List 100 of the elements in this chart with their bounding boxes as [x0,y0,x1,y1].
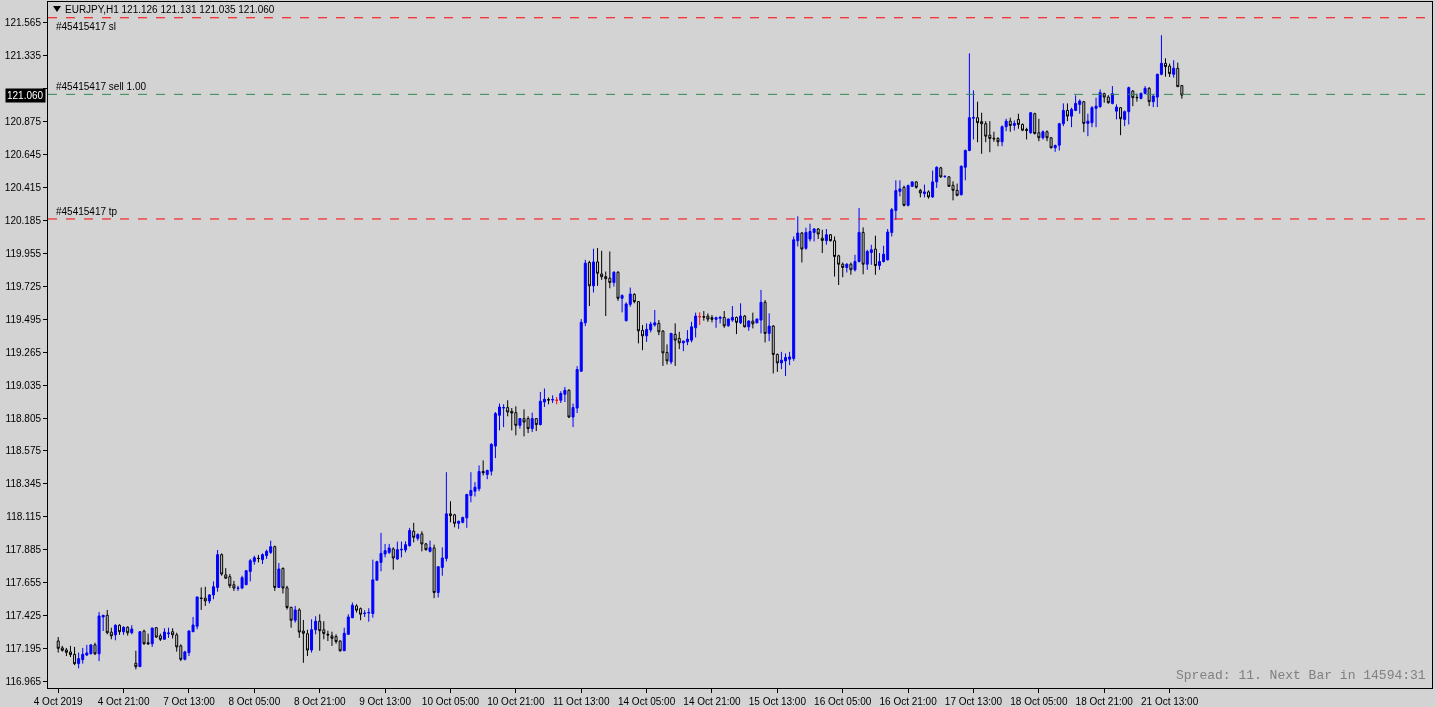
y-tick-label: 118.115 [6,511,42,523]
x-tick-label: 8 Oct 21:00 [293,696,347,707]
candlestick [620,293,624,313]
candlestick [771,324,775,374]
candlestick [420,530,424,552]
candlestick [134,650,138,670]
candlestick [1012,119,1016,131]
candlestick [273,545,277,592]
candlestick [591,248,595,294]
candlestick [955,183,959,197]
candlestick [849,262,853,276]
candlestick [730,305,734,323]
x-tick-label: 4 Oct 21:00 [97,696,150,707]
y-tick-label: 119.265 [5,346,42,358]
x-tick-label: 14 Oct 05:00 [617,696,676,707]
candlestick [759,289,763,334]
candlestick [89,643,93,655]
candlestick [710,314,714,323]
candlestick [81,647,85,665]
annotation: Spread: 11. Next Bar in 14594:31 [1176,668,1426,683]
candlestick [734,316,738,335]
candlestick [408,527,412,548]
candlestick [943,175,947,179]
ref-line-label: #45415417 tp [56,206,118,217]
candlestick [763,299,767,343]
candlestick [203,586,207,607]
candlestick [1078,98,1082,115]
y-tick-label: 120.185 [4,214,42,226]
candlestick [645,322,649,343]
candlestick [612,270,616,288]
candlestick [1082,100,1086,133]
candlestick [118,623,122,636]
candlestick [1025,127,1029,140]
chart-title: EURJPY,H1 121.126 121.131 121.035 121.060 [65,3,275,15]
candlestick [927,189,931,200]
y-tick-label: 120.875 [4,116,42,128]
candlestick [869,244,873,266]
candlestick [706,312,710,323]
candlestick [988,120,992,153]
candlestick [1065,102,1069,122]
y-tick-label: 119.035 [5,379,42,391]
candlestick [530,412,534,433]
y-tick-label: 117.195 [5,643,42,655]
candlestick [845,262,849,274]
y-tick-label: 118.345 [5,478,42,490]
candlestick [931,170,935,199]
candlestick [195,596,199,630]
candlestick [698,311,702,326]
candlestick [1127,86,1131,125]
ref-line-label: #45415417 sell 1.00 [56,81,147,92]
candlestick [457,520,461,530]
candlestick [256,554,260,563]
x-tick-label: 8 Oct 05:00 [228,696,281,707]
candlestick [653,309,657,328]
candlestick [922,184,926,198]
candlestick [824,228,828,246]
candlestick [743,314,747,328]
candlestick [126,625,130,637]
text: 121.060 [7,90,44,101]
candlestick [146,633,150,646]
candlestick [873,235,877,276]
candlestick [673,322,677,367]
candlestick [587,260,591,307]
candlestick [269,540,273,555]
x-tick-label: 21 Oct 13:00 [1140,696,1199,707]
candlestick [150,627,154,648]
candlestick [428,540,432,552]
candlestick [804,227,808,251]
x-tick-label: 10 Oct 21:00 [487,696,545,707]
candlestick [1147,86,1151,107]
candlestick [293,605,297,624]
x-tick-label: 10 Oct 05:00 [421,696,480,707]
x-tick-label: 17 Oct 13:00 [944,696,1003,707]
y-tick-label: 121.565 [4,17,42,29]
candlestick [277,562,281,589]
candlestick [56,636,60,654]
y-tick-label: 119.725 [5,280,42,292]
x-tick-label: 7 Oct 13:00 [163,696,216,707]
candlestick [64,647,68,657]
y-tick-label: 119.495 [5,313,42,325]
candlestick [73,646,77,666]
candlestick [1114,103,1118,120]
candlestick [861,226,865,275]
candlestick [391,546,395,571]
y-tick-label: 120.645 [4,149,42,161]
candlestick [559,390,563,404]
candlestick [142,629,146,646]
x-tick-label: 9 Oct 13:00 [359,696,412,707]
candlestick [1172,59,1176,79]
candlestick [1110,85,1114,105]
candlestick [105,609,109,635]
candlestick [363,609,367,618]
candlestick [538,391,542,426]
candlestick [77,652,81,669]
candlestick [914,180,918,190]
x-tick-label: 16 Oct 21:00 [879,696,938,707]
candlestick [1008,117,1012,133]
y-tick-label: 116.965 [5,676,42,688]
candlestick [865,249,869,271]
candlestick [502,403,506,428]
